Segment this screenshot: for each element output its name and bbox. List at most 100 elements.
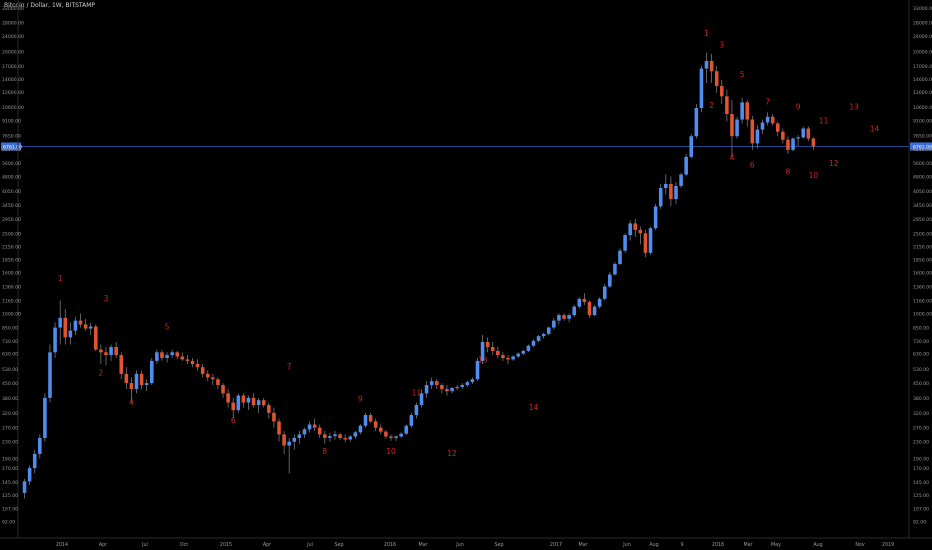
candle-body <box>94 326 98 350</box>
candle-body <box>440 385 444 390</box>
y-tick-label-right: 190.00 <box>913 456 929 462</box>
candle-body <box>394 436 398 438</box>
x-tick-label: May <box>771 542 781 548</box>
y-tick-label-left: 7650.00 <box>2 134 21 140</box>
y-tick-label-left: 450.00 <box>2 381 18 387</box>
candles <box>22 52 816 499</box>
wave-label: 14 <box>529 403 539 412</box>
candle-body <box>730 114 734 137</box>
candle-body <box>811 138 816 147</box>
wave-label: 7 <box>287 362 292 371</box>
y-tick-label-right: 107.00 <box>913 507 929 513</box>
candle-body <box>455 387 459 389</box>
y-tick-label-left: 92.00 <box>2 520 15 526</box>
y-tick-label-right: 4050.00 <box>913 189 932 195</box>
wave-label: 14 <box>870 125 880 134</box>
candle-body <box>348 436 353 440</box>
y-tick-label-right: 730.00 <box>913 339 929 345</box>
candle-body <box>165 355 169 358</box>
candle-body <box>755 129 760 144</box>
wave-label: 7 <box>765 98 770 107</box>
candle-body <box>572 306 576 316</box>
candle-body <box>674 185 678 200</box>
candle-body <box>27 468 32 482</box>
last-price-line: 6761.00 6761.00 <box>1 142 932 151</box>
last-price-badge-right <box>910 142 932 151</box>
candle-body <box>796 137 800 139</box>
candle-body <box>78 320 83 325</box>
y-tick-label-left: 190.00 <box>2 456 18 462</box>
candle-body <box>714 71 719 87</box>
y-tick-label-right: 33000.00 <box>913 6 932 12</box>
candle-body <box>699 68 704 109</box>
wave-label: 9 <box>796 103 801 112</box>
candle-body <box>302 429 307 435</box>
candle-body <box>379 427 383 432</box>
candle-body <box>317 427 322 435</box>
y-tick-label-right: 1000.00 <box>913 311 932 317</box>
candle-body <box>786 139 790 150</box>
candle-body <box>48 352 52 398</box>
y-tick-label-left: 1000.00 <box>2 311 21 317</box>
candle-body <box>32 453 37 469</box>
candle-body <box>251 397 256 406</box>
candle-body <box>496 350 500 356</box>
candle-body <box>664 183 668 189</box>
candle-body <box>679 174 683 186</box>
x-tick-label: Nov <box>855 542 865 548</box>
candle-body <box>119 355 124 374</box>
candle-body <box>211 377 215 380</box>
candle-body <box>460 385 465 388</box>
candle-body <box>613 263 617 275</box>
y-tick-label-left: 850.00 <box>2 326 18 332</box>
candle-body <box>506 357 510 360</box>
y-tick-label-right: 320.00 <box>913 411 929 417</box>
candle-body <box>521 350 526 354</box>
wave-label: 12 <box>447 449 457 458</box>
wave-label: 10 <box>809 171 819 180</box>
candle-body <box>185 359 190 361</box>
y-tick-label-right: 1600.00 <box>913 270 932 276</box>
wave-label: 12 <box>829 159 839 168</box>
candle-body <box>73 320 78 331</box>
y-tick-label-left: 33000.00 <box>2 6 24 12</box>
candle-body <box>694 108 699 137</box>
y-tick-label-right: 630.00 <box>913 352 929 358</box>
wave-label: 8 <box>786 168 791 177</box>
candle-body <box>684 156 688 175</box>
candle-body <box>765 116 770 123</box>
wave-label: 2 <box>98 369 103 378</box>
candle-body <box>368 415 373 422</box>
x-tick-label: 2019 <box>882 542 894 548</box>
candle-body <box>256 400 261 406</box>
x-tick-label: 2014 <box>56 542 68 548</box>
candle-body <box>312 424 317 428</box>
x-tick-label: Aug <box>813 542 822 548</box>
candle-body <box>470 379 475 383</box>
wave-label: 3 <box>719 40 724 49</box>
y-tick-label-right: 9100.00 <box>913 118 932 124</box>
last-price-label-right: 6761.00 <box>913 144 932 150</box>
y-tick-label-left: 125.00 <box>2 493 18 499</box>
candle-body <box>333 434 337 437</box>
x-tick-label: Jul <box>141 542 148 548</box>
x-tick-label: Mar <box>578 542 587 548</box>
candle-body <box>628 223 632 236</box>
candle-body <box>597 298 602 307</box>
candle-body <box>180 356 185 360</box>
wave-label: 6 <box>750 161 755 170</box>
y-tick-label-right: 24000.00 <box>913 34 932 40</box>
y-tick-label-left: 28000.00 <box>2 20 24 26</box>
candle-body <box>175 352 180 357</box>
candle-body <box>531 340 536 346</box>
candle-body <box>450 388 454 392</box>
candle-body <box>552 320 556 328</box>
y-tick-label-left: 17000.00 <box>2 64 24 70</box>
candle-body <box>801 128 805 138</box>
candle-body <box>277 421 281 435</box>
candle-body <box>63 317 68 338</box>
candle-body <box>292 437 297 442</box>
x-tick-label: Sep <box>334 542 343 548</box>
candle-body <box>109 347 113 356</box>
